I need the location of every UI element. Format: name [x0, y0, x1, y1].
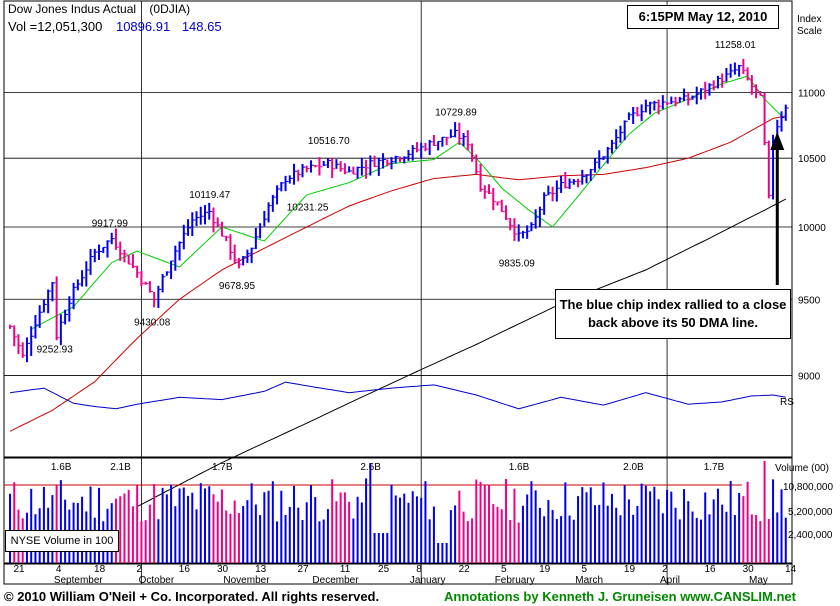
volume-peak-label: 2.0B [623, 462, 644, 473]
date-tick-label: 8 [416, 564, 422, 575]
annotation-callout: The blue chip index rallied to a close b… [555, 289, 791, 339]
volume-peak-label: 1.6B [509, 462, 530, 473]
volume-panel-frame [3, 457, 793, 564]
copyright-text: © 2010 William O'Neil + Co. Incorporated… [4, 589, 380, 604]
month-label: May [749, 575, 768, 586]
price-tick-label: 11000 [798, 89, 826, 100]
volume-peak-label: 2.6B [360, 462, 381, 473]
index-name: Dow Jones Indus Actual [8, 2, 137, 16]
price-point-label: 10231.25 [287, 203, 329, 214]
sma200-line [9, 115, 786, 432]
index-scale-line-2: Scale [797, 26, 823, 37]
annotation-credit: Annotations by Kenneth J. Gruneisen www.… [444, 589, 796, 604]
volume-readout: Vol =12,051,300 10896.91 148.65 [8, 19, 222, 34]
date-tick-label: 19 [624, 564, 636, 575]
index-scale-label: Index Scale [797, 14, 822, 38]
date-tick-label: 5 [501, 564, 507, 575]
price-tick-label: 10000 [798, 223, 826, 234]
sma50-line [30, 75, 782, 330]
price-point-label: 9917.99 [92, 219, 129, 230]
index-symbol: (0DJIA) [149, 2, 191, 16]
price-tick-label: 9500 [798, 295, 821, 306]
month-label: February [495, 575, 535, 586]
price-point-label: 11258.01 [715, 40, 756, 51]
volume-tick-label: 2,400,000 [788, 530, 833, 541]
month-label: April [660, 575, 680, 586]
volume-axis-title: Volume (00) [775, 463, 829, 474]
volume-value: Vol =12,051,300 [8, 19, 103, 34]
date-tick-label: 4 [56, 564, 62, 575]
month-label: October [139, 575, 175, 586]
date-tick-label: 19 [539, 564, 551, 575]
date-tick-label: 2 [136, 564, 142, 575]
date-tick-label: 16 [179, 564, 191, 575]
price-point-label: 10119.47 [189, 190, 230, 201]
month-label: September [54, 575, 104, 586]
date-tick-label: 21 [13, 564, 25, 575]
date-tick-label: 30 [217, 564, 229, 575]
volume-panel-label: NYSE Volume in 100 [5, 530, 119, 552]
price-point-label: 9252.93 [37, 344, 74, 355]
price-tick-label: 9000 [798, 371, 821, 382]
month-label: November [223, 575, 270, 586]
month-label: March [575, 575, 603, 586]
price-tick-label: 10500 [798, 154, 826, 165]
price-point-label: 9678.95 [219, 281, 256, 292]
arrow-head [770, 132, 785, 150]
rs-line [9, 381, 786, 410]
date-tick-label: 14 [785, 564, 797, 575]
price-point-label: 10516.70 [308, 136, 350, 147]
date-tick-label: 22 [459, 564, 471, 575]
date-tick-label: 27 [298, 564, 310, 575]
price-panel-frame [3, 0, 793, 458]
volume-peak-label: 1.6B [51, 462, 72, 473]
date-tick-label: 11 [340, 564, 351, 575]
volume-tick-label: 10,800,000 [783, 482, 833, 493]
date-tick-label: 25 [378, 564, 390, 575]
volume-peak-label: 2.1B [110, 462, 131, 473]
price-point-label: 9430.08 [134, 318, 171, 329]
price-point-label: 9835.09 [499, 258, 536, 269]
close-value: 10896.91 [115, 19, 171, 34]
date-tick-label: 16 [704, 564, 716, 575]
volume-peak-label: 1.7B [212, 462, 233, 473]
date-tick-label: 13 [255, 564, 267, 575]
volume-peak-label: 1.7B [704, 462, 725, 473]
date-tick-label: 30 [743, 564, 755, 575]
date-tick-label: 18 [94, 564, 106, 575]
rs-label: RS [780, 397, 794, 408]
index-scale-line-1: Index [797, 14, 822, 25]
month-label: January [410, 575, 446, 586]
volume-tick-label: 5,200,000 [788, 507, 833, 518]
price-point-label: 10729.89 [435, 108, 477, 119]
long-ma-line [136, 198, 787, 508]
timestamp-box: 6:15PM May 12, 2010 [627, 5, 779, 29]
date-tick-label: 5 [582, 564, 588, 575]
month-label: December [312, 575, 359, 586]
date-tick-label: 2 [662, 564, 668, 575]
chart-title: Dow Jones Indus Actual (0DJIA) [8, 2, 190, 16]
change-value: 148.65 [181, 19, 222, 34]
date-axis-frame [3, 563, 793, 585]
